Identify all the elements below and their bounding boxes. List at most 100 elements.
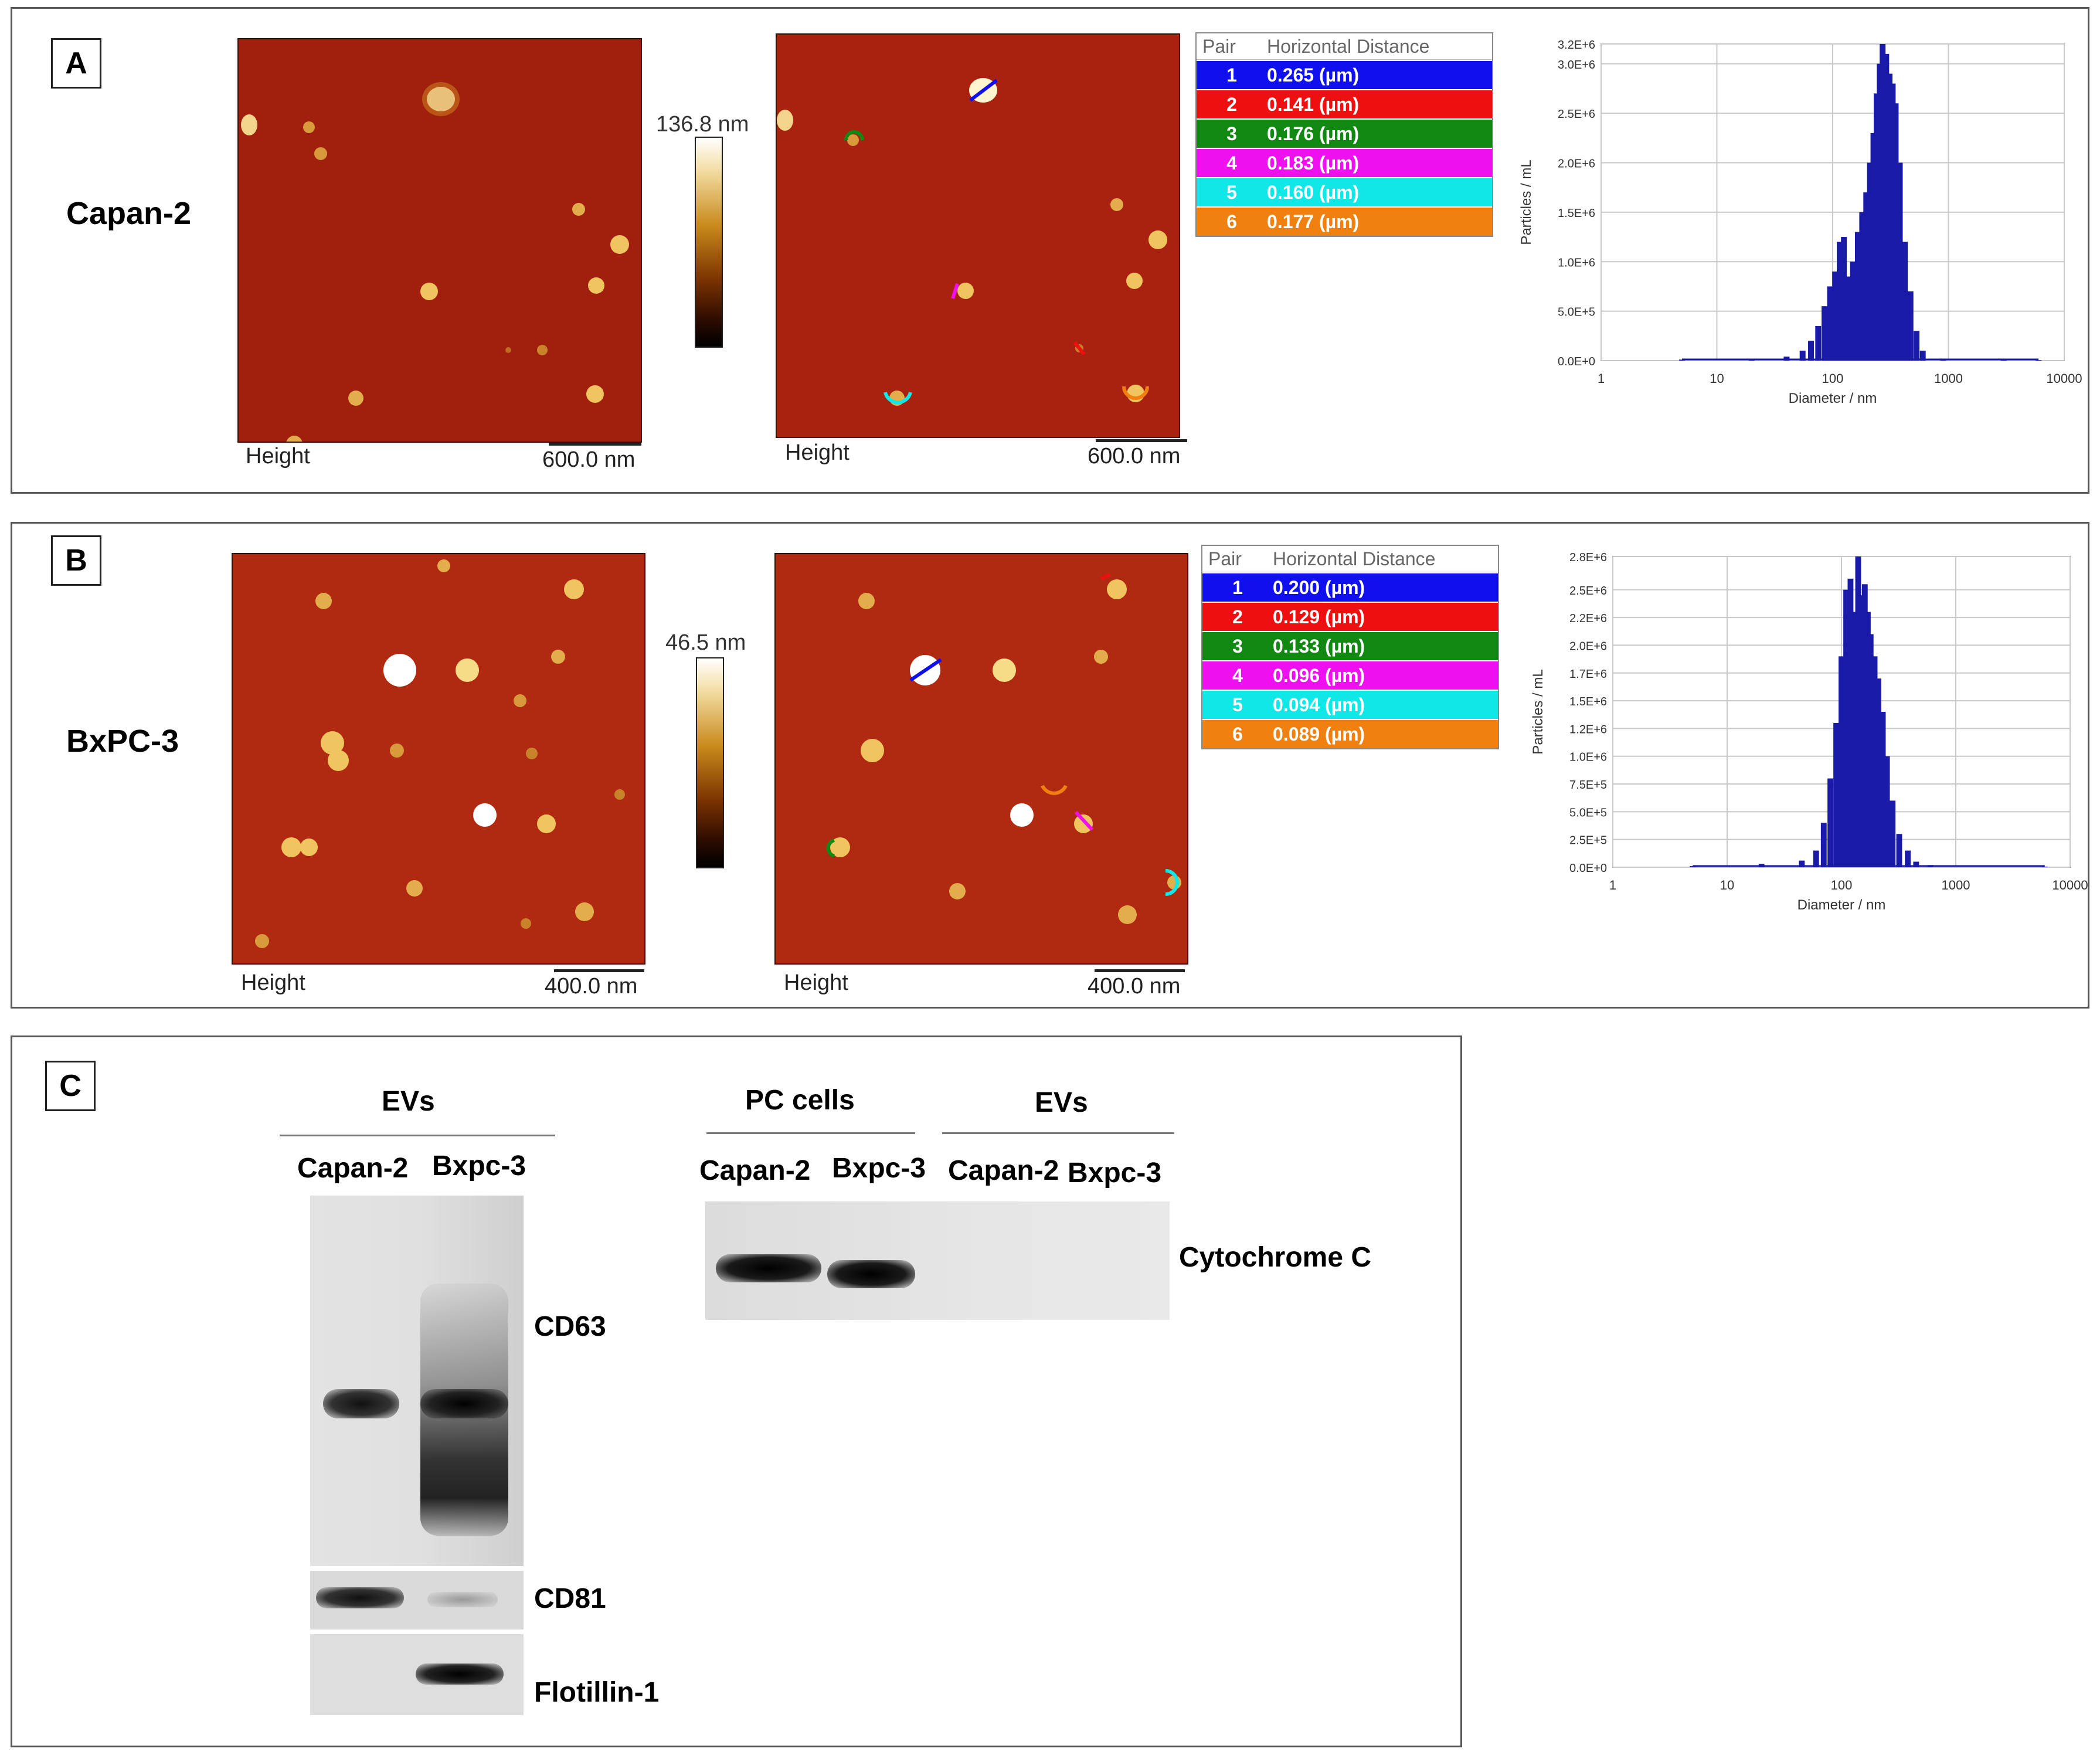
histogram-bar xyxy=(1913,861,1919,867)
group-label-evs-left: EVs xyxy=(382,1086,435,1117)
table-row: 6 0.177 (µm) xyxy=(1197,206,1492,236)
western-blot-cytochrome-c xyxy=(705,1201,1170,1320)
image-caption-b2: Height xyxy=(784,970,848,995)
distance-value: 0.133 (µm) xyxy=(1273,635,1365,657)
histogram-bar xyxy=(1861,584,1868,867)
pair-number: 4 xyxy=(1232,664,1243,686)
histogram-bar xyxy=(1867,634,1874,867)
image-caption-a1: Height xyxy=(246,444,310,468)
distance-value: 0.094 (µm) xyxy=(1273,694,1365,715)
distance-value: 0.265 (µm) xyxy=(1267,64,1360,86)
western-blot-cd63 xyxy=(310,1196,524,1566)
panel-b: B BxPC-3 xyxy=(11,522,2089,1009)
table-row: 4 0.096 (µm) xyxy=(1202,660,1498,690)
distance-value: 0.200 (µm) xyxy=(1273,576,1365,598)
marker-label-flotillin: Flotillin-1 xyxy=(534,1677,660,1708)
color-scale-bar-b xyxy=(696,657,724,868)
histogram-bar xyxy=(1896,834,1902,867)
histogram-bar xyxy=(1859,212,1865,361)
histogram-bar xyxy=(1758,864,1765,867)
histogram-bar xyxy=(1858,595,1865,867)
size-distribution-histogram-a: 0.0E+0 5.0E+5 1.0E+6 1.5E+6 2.0E+6 2.5E+6 3.0E… xyxy=(1518,39,2082,406)
histogram-bar xyxy=(1813,850,1819,867)
afm-height-image-a1 xyxy=(237,38,642,443)
histogram-bar xyxy=(1919,351,1926,361)
western-blot-flotillin xyxy=(310,1634,524,1715)
lane-label-bxpc3-evs: Bxpc-3 xyxy=(1068,1157,1162,1189)
table-row: 4 0.183 (µm) xyxy=(1197,148,1492,177)
x-axis-label: Diameter / nm xyxy=(1797,897,1886,913)
histogram-bar xyxy=(1850,262,1856,361)
pair-number: 2 xyxy=(1232,606,1243,627)
western-blot-cd81 xyxy=(310,1571,524,1629)
afm-image-b1-svg xyxy=(233,554,644,963)
pair-number: 3 xyxy=(1226,123,1237,144)
histogram-bar xyxy=(1690,866,1696,867)
table-row: 1 0.265 (µm) xyxy=(1197,60,1492,89)
histogram-bar xyxy=(1783,357,1790,361)
histogram-bar xyxy=(1799,351,1806,361)
y-tick-label: 2.5E+6 xyxy=(1558,108,1595,121)
x-tick-label: 1000 xyxy=(1942,878,1970,892)
y-axis-label: Particles / mL xyxy=(1518,159,1534,245)
distance-value: 0.089 (µm) xyxy=(1273,723,1365,745)
cell-line-label-b: BxPC-3 xyxy=(66,724,179,759)
x-tick-label: 10000 xyxy=(2046,371,2082,386)
color-scale-max-a: 136.8 nm xyxy=(656,112,749,137)
pair-number: 1 xyxy=(1232,576,1243,598)
panel-letter-b: B xyxy=(51,535,101,586)
y-tick-label: 2.5E+6 xyxy=(1569,585,1607,597)
histogram-bar xyxy=(1875,678,1881,867)
y-tick-label: 7.5E+5 xyxy=(1569,779,1607,792)
y-tick-label: 0.0E+0 xyxy=(1558,355,1595,368)
histogram-bar xyxy=(1905,850,1911,867)
afm-image-a1-svg xyxy=(239,39,641,442)
x-axis-label: Diameter / nm xyxy=(1789,391,1877,406)
group-underline-evs-right xyxy=(942,1132,1174,1134)
histogram-bar xyxy=(1887,73,1893,361)
pair-number: 5 xyxy=(1226,181,1237,203)
histogram-bar xyxy=(1927,865,1934,867)
table-row: 3 0.176 (µm) xyxy=(1197,118,1492,148)
histogram-bar xyxy=(1827,286,1833,361)
band-cd63-capan2 xyxy=(323,1389,399,1418)
marker-label-cd81: CD81 xyxy=(534,1583,606,1614)
y-tick-label: 2.2E+6 xyxy=(1569,612,1607,625)
color-scale-max-b: 46.5 nm xyxy=(665,630,746,655)
marker-label-cd63: CD63 xyxy=(534,1311,606,1342)
distance-value: 0.183 (µm) xyxy=(1267,152,1360,174)
particle-dots xyxy=(255,559,625,948)
histogram-bar xyxy=(1847,578,1854,867)
histogram-bar xyxy=(1855,556,1861,867)
afm-image-a2-svg xyxy=(777,35,1179,437)
histogram-bar xyxy=(1863,192,1870,361)
y-tick-label: 5.0E+5 xyxy=(1569,806,1607,819)
group-label-evs-right: EVs xyxy=(1035,1087,1088,1118)
histogram-bar xyxy=(1880,712,1886,867)
histogram-bar xyxy=(1907,291,1914,361)
histogram-bar xyxy=(1890,800,1896,867)
histogram-bar xyxy=(1874,93,1880,361)
x-tick-label: 10 xyxy=(1720,878,1734,892)
table-row: 2 0.129 (µm) xyxy=(1202,602,1498,631)
y-tick-label: 3.0E+6 xyxy=(1558,59,1595,72)
histogram-bar xyxy=(1871,656,1878,867)
band-cytc-capan2 xyxy=(716,1254,821,1282)
band-cd81-capan2 xyxy=(316,1587,404,1608)
measurement-marks xyxy=(826,573,1179,896)
histogram-bar xyxy=(1844,276,1851,361)
histogram-bar xyxy=(1827,778,1834,867)
histogram-bar xyxy=(1897,162,1903,361)
image-caption-a2: Height xyxy=(785,440,849,465)
header-pair: Pair xyxy=(1202,35,1236,57)
band-cd63-bxpc3-main xyxy=(420,1389,508,1418)
pair-number: 1 xyxy=(1226,64,1237,86)
y-tick-label: 2.5E+5 xyxy=(1569,834,1607,847)
pair-number: 2 xyxy=(1226,93,1237,115)
table-header: Pair Horizontal Distance xyxy=(1197,33,1492,60)
y-axis-label: Particles / mL xyxy=(1530,669,1546,754)
histogram-bar xyxy=(1799,860,1805,867)
histogram-bar xyxy=(1883,53,1890,361)
panel-letter-c: C xyxy=(45,1061,96,1111)
histogram-bar xyxy=(2036,360,2042,361)
